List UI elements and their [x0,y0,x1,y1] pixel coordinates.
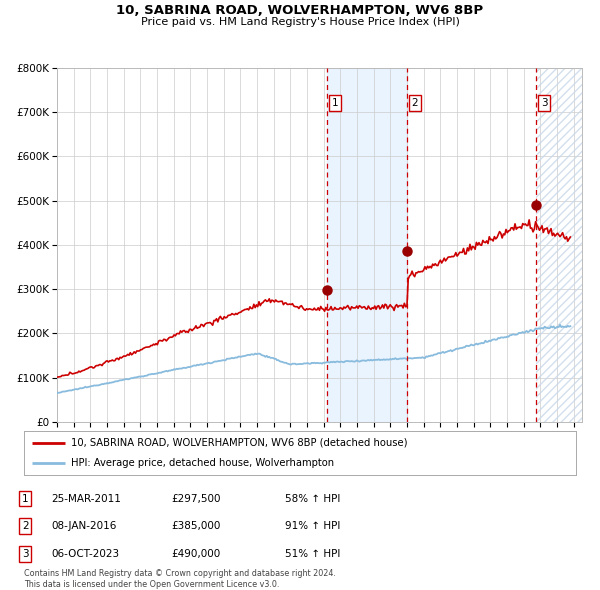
Bar [536,68,582,422]
Text: 3: 3 [541,99,547,108]
Text: 10, SABRINA ROAD, WOLVERHAMPTON, WV6 8BP (detached house): 10, SABRINA ROAD, WOLVERHAMPTON, WV6 8BP… [71,438,407,448]
Text: 1: 1 [332,99,338,108]
Text: £297,500: £297,500 [171,494,221,503]
Text: Contains HM Land Registry data © Crown copyright and database right 2024.: Contains HM Land Registry data © Crown c… [24,569,336,578]
Text: 2: 2 [412,99,418,108]
Text: £385,000: £385,000 [171,522,220,531]
Text: 10, SABRINA ROAD, WOLVERHAMPTON, WV6 8BP: 10, SABRINA ROAD, WOLVERHAMPTON, WV6 8BP [116,4,484,17]
Text: 25-MAR-2011: 25-MAR-2011 [51,494,121,503]
Text: 06-OCT-2023: 06-OCT-2023 [51,549,119,559]
Text: HPI: Average price, detached house, Wolverhampton: HPI: Average price, detached house, Wolv… [71,458,334,468]
Text: 51% ↑ HPI: 51% ↑ HPI [285,549,340,559]
Text: £490,000: £490,000 [171,549,220,559]
Text: 3: 3 [22,549,29,559]
Text: 58% ↑ HPI: 58% ↑ HPI [285,494,340,503]
Text: 1: 1 [22,494,29,503]
Text: 91% ↑ HPI: 91% ↑ HPI [285,522,340,531]
Text: 2: 2 [22,522,29,531]
Text: Price paid vs. HM Land Registry's House Price Index (HPI): Price paid vs. HM Land Registry's House … [140,17,460,27]
Text: 08-JAN-2016: 08-JAN-2016 [51,522,116,531]
Bar [536,68,582,422]
Text: This data is licensed under the Open Government Licence v3.0.: This data is licensed under the Open Gov… [24,579,280,589]
Bar [328,68,407,422]
